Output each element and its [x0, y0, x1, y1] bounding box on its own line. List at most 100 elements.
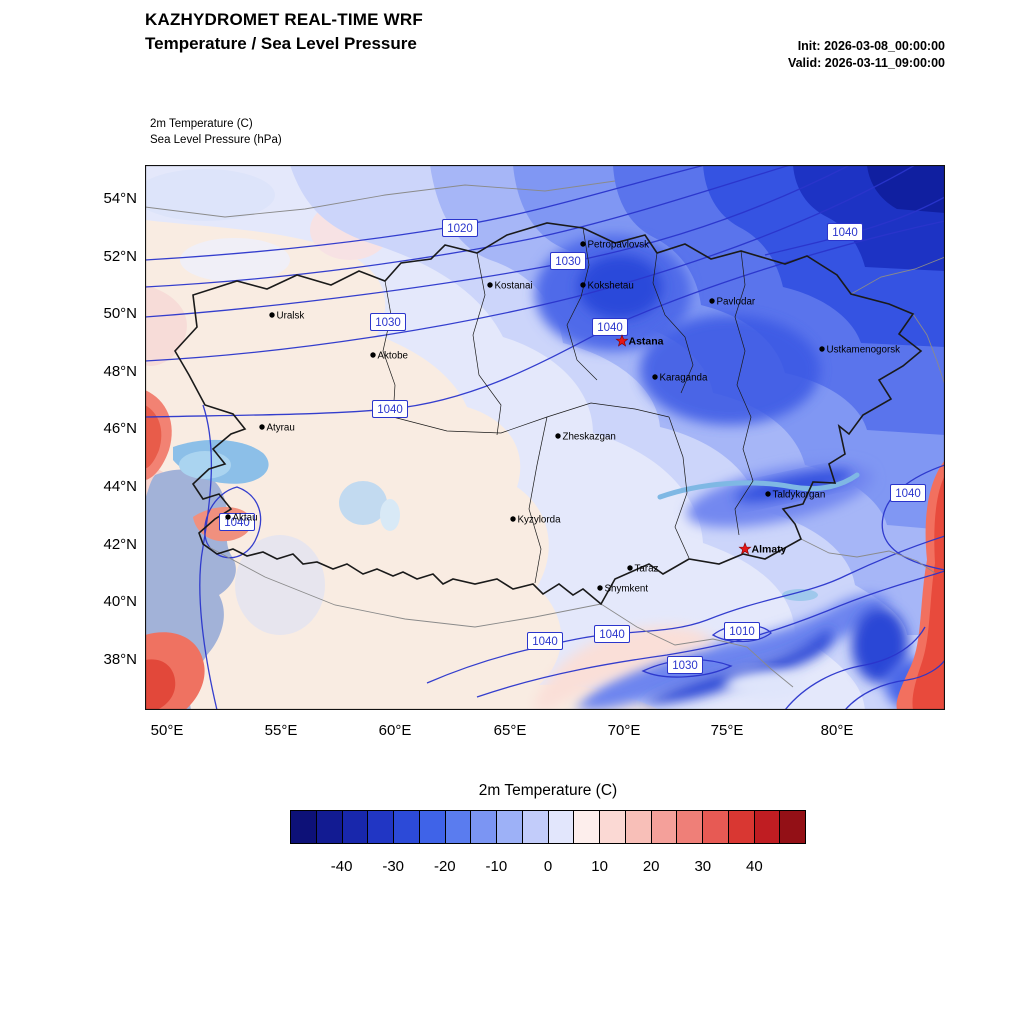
pressure-label-text: 1040	[224, 517, 250, 529]
city-label: Aktobe	[378, 351, 409, 362]
city-dot-icon	[259, 424, 265, 430]
lake-issyk-kul	[782, 589, 818, 601]
colorbar-segment	[728, 811, 755, 843]
city-label: Pavlodar	[717, 297, 756, 308]
field-labels: 2m Temperature (C) Sea Level Pressure (h…	[150, 116, 282, 148]
city-almaty: Almaty	[738, 542, 787, 556]
pressure-label: 1040	[827, 223, 863, 241]
y-tick-label: 52°N	[103, 248, 137, 265]
x-tick-label: 75°E	[710, 722, 744, 739]
city-uralsk: Uralsk	[269, 311, 304, 322]
colorbar-segment	[316, 811, 343, 843]
city-label: Taldykorgan	[773, 490, 826, 501]
city-atyrau: Atyrau	[259, 423, 295, 434]
city-taldykorgan: Taldykorgan	[765, 490, 825, 501]
pressure-label-text: 1030	[375, 317, 401, 329]
colorbar-segment	[368, 811, 394, 843]
city-dot-icon	[597, 585, 603, 591]
y-tick-label: 44°N	[103, 478, 137, 495]
colorbar-segment	[522, 811, 549, 843]
colorbar-segment	[625, 811, 652, 843]
city-label: Kostanai	[495, 281, 533, 292]
city-star-icon	[615, 334, 629, 347]
pressure-label-text: 1030	[555, 256, 581, 268]
city-aktobe: Aktobe	[370, 351, 409, 362]
map-frame	[145, 165, 945, 710]
pressure-label-box	[592, 318, 628, 336]
city-dot-icon	[580, 241, 586, 247]
city-label: Atyrau	[267, 423, 295, 434]
colorbar-segment	[291, 811, 317, 843]
valid-time: Valid: 2026-03-11_09:00:00	[787, 56, 945, 70]
city-label: Shymkent	[605, 584, 649, 595]
x-tick-label: 65°E	[493, 722, 527, 739]
y-tick-label: 46°N	[103, 420, 137, 437]
pressure-label: 1040	[594, 625, 630, 643]
city-dot-icon	[487, 282, 493, 288]
city-taraz: Taraz	[627, 564, 659, 575]
temperature-field	[145, 165, 945, 710]
x-tick-label: 80°E	[820, 722, 854, 739]
colorbar-segment	[394, 811, 420, 843]
city-ustkamenogorsk: Ustkamenogorsk	[819, 345, 900, 356]
field-label-temperature: 2m Temperature (C)	[150, 118, 253, 130]
colorbar-tick-label: 10	[591, 858, 608, 875]
city-petropavlovsk: Petropavlovsk	[580, 240, 649, 251]
pressure-label-box	[667, 656, 703, 674]
city-label: Petropavlovsk	[588, 240, 650, 251]
x-tick-label: 60°E	[378, 722, 412, 739]
city-label: Aktau	[233, 513, 258, 524]
city-dot-icon	[370, 352, 376, 358]
pressure-label: 1040	[527, 632, 563, 650]
city-dot-icon	[225, 514, 231, 520]
page-subtitle: Temperature / Sea Level Pressure	[145, 34, 417, 53]
map-svg: 1020 1030 1030 1040 1040 1040 1040 1040 1040 1040…	[145, 165, 945, 710]
pressure-label-text: 1040	[532, 636, 558, 648]
pressure-label-layer: 1020 1030 1030 1040 1040 1040 1040 1040 1040 1040…	[219, 219, 926, 674]
pressure-label: 1030	[550, 252, 586, 270]
city-dot-icon	[269, 312, 275, 318]
colorbar-tick-label: 30	[694, 858, 712, 875]
pressure-label-box	[594, 625, 630, 643]
pressure-label-box	[370, 313, 406, 331]
pressure-label: 1030	[370, 313, 406, 331]
y-tick-label: 54°N	[103, 190, 137, 207]
field-label-pressure: Sea Level Pressure (hPa)	[150, 134, 282, 146]
colorbar	[290, 810, 806, 844]
city-kostanai: Kostanai	[487, 281, 533, 292]
colorbar-segment	[548, 811, 575, 843]
pressure-label-text: 1040	[599, 629, 625, 641]
pressure-label-box	[890, 484, 926, 502]
city-label: Karaganda	[660, 373, 708, 384]
city-dot-icon	[580, 282, 586, 288]
pressure-label-box	[724, 622, 760, 640]
pressure-label: 1040	[592, 318, 628, 336]
colorbar-tick-label: -40	[330, 858, 353, 875]
x-tick-label: 55°E	[264, 722, 298, 739]
x-tick-label: 70°E	[607, 722, 641, 739]
y-tick-label: 48°N	[103, 363, 137, 380]
colorbar-tick-label: -20	[433, 858, 456, 875]
city-dot-icon	[652, 374, 658, 380]
colorbar-segment	[471, 811, 497, 843]
city-label: Astana	[629, 336, 664, 348]
map-area: 1020 1030 1030 1040 1040 1040 1040 1040 1040 1040…	[145, 165, 945, 710]
city-dot-icon	[627, 565, 633, 571]
colorbar-segment	[342, 811, 369, 843]
city-layer: Petropavlovsk Kostanai Kokshetau Pavlodar Ur…	[225, 240, 900, 595]
city-label: Uralsk	[277, 311, 305, 322]
colorbar-segment	[780, 811, 805, 843]
city-label: Kokshetau	[588, 281, 634, 292]
city-kokshetau: Kokshetau	[580, 281, 634, 292]
pressure-label-text: 1040	[832, 227, 858, 239]
colorbar-segment	[445, 811, 472, 843]
colorbar-segment	[651, 811, 678, 843]
init-time: Init: 2026-03-08_00:00:00	[797, 39, 945, 53]
y-tick-label: 42°N	[103, 536, 137, 553]
country-borders	[174, 222, 923, 606]
oblast-borders	[382, 227, 754, 584]
page-title: KAZHYDROMET REAL-TIME WRF	[145, 10, 423, 29]
pressure-label: 1020	[442, 219, 478, 237]
city-label: Almaty	[752, 544, 787, 556]
